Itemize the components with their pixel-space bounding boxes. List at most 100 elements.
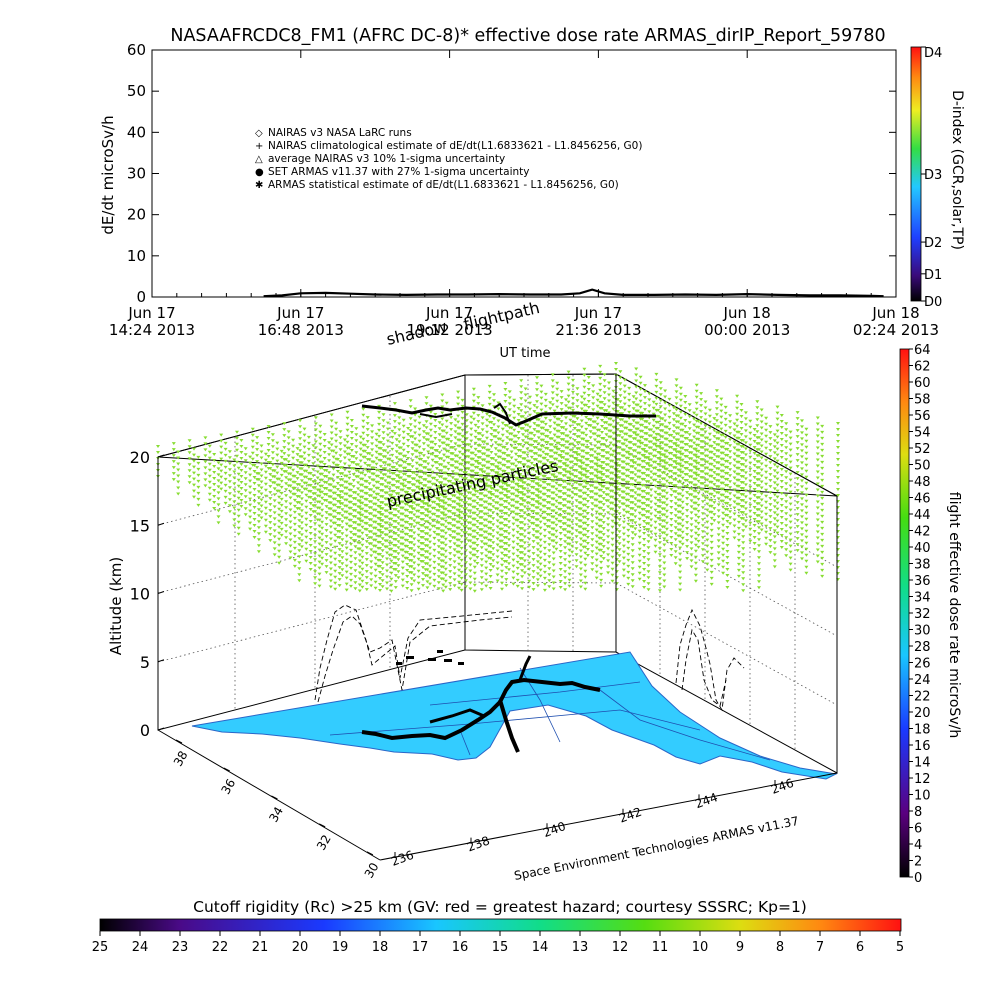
particle-marker [642, 526, 647, 529]
particle-marker [709, 552, 714, 556]
particle-marker [525, 489, 530, 493]
particle-marker [207, 486, 212, 490]
particle-marker [308, 526, 313, 529]
particle-marker [376, 534, 381, 538]
particle-marker [444, 455, 449, 459]
particle-marker [298, 419, 303, 423]
particle-marker [541, 504, 546, 508]
particle-marker [550, 385, 555, 389]
particle-marker [642, 538, 647, 541]
particle-marker [709, 576, 714, 580]
particle-marker [673, 556, 678, 560]
particle-marker [176, 480, 181, 484]
particle-marker [685, 491, 690, 495]
particle-marker [486, 526, 491, 530]
particle-marker [455, 532, 460, 536]
particle-marker [581, 515, 586, 519]
particle-marker [516, 419, 521, 422]
particle-marker [620, 472, 625, 476]
particle-marker [610, 519, 615, 523]
particle-marker [539, 432, 544, 436]
particle-marker [236, 478, 241, 482]
particle-marker [387, 493, 392, 497]
particle-marker [390, 495, 395, 499]
particle-marker [478, 486, 482, 490]
particle-marker [716, 515, 721, 519]
particle-marker [298, 461, 303, 465]
particle-marker [538, 574, 543, 578]
particle-marker [216, 479, 221, 483]
particle-marker [357, 583, 362, 587]
particle-marker [579, 437, 584, 441]
particle-marker [507, 532, 511, 536]
particle-marker [525, 471, 530, 475]
particle-marker [469, 481, 474, 485]
particle-marker [557, 471, 561, 475]
particle-marker [392, 432, 397, 436]
timeseries-x-tick-label-date: Jun 18 [871, 304, 919, 322]
particle-marker [466, 515, 471, 519]
particle-marker [437, 421, 442, 425]
particle-marker [500, 557, 504, 561]
particle-marker [584, 457, 589, 461]
particle-marker [588, 484, 593, 488]
particle-marker [277, 519, 282, 523]
particle-marker [286, 466, 291, 470]
particle-marker [600, 455, 604, 458]
particle-marker [543, 422, 548, 426]
particle-marker [621, 550, 626, 554]
particle-marker [367, 512, 372, 516]
particle-marker [532, 434, 537, 438]
particle-marker [216, 473, 221, 477]
particle-marker [353, 557, 358, 561]
particle-marker [329, 449, 334, 453]
particle-marker [223, 471, 228, 475]
particle-marker [462, 507, 467, 511]
particle-marker [443, 585, 448, 589]
particle-marker [671, 418, 676, 422]
particle-marker [548, 461, 553, 465]
particle-marker [364, 582, 369, 586]
particle-marker [574, 523, 579, 527]
particle-marker [365, 452, 370, 456]
particle-marker [685, 527, 690, 531]
particle-marker [542, 546, 547, 550]
particle-marker [207, 492, 212, 496]
particle-marker [203, 436, 208, 440]
particle-marker [509, 498, 514, 502]
particle-marker [412, 513, 417, 517]
particle-marker [617, 542, 622, 546]
particle-marker [480, 416, 485, 420]
particle-marker [263, 452, 268, 456]
particle-marker [428, 440, 433, 444]
particle-marker [646, 576, 651, 580]
particle-marker [575, 435, 580, 439]
particle-marker [421, 442, 426, 446]
particle-marker [448, 570, 453, 574]
particle-marker [357, 589, 362, 593]
particle-marker [328, 525, 333, 529]
particle-marker [500, 475, 505, 479]
particle-marker [344, 546, 349, 550]
particle-marker [360, 525, 365, 529]
particle-marker [505, 466, 510, 470]
particle-marker [412, 561, 417, 565]
particle-marker [521, 445, 525, 449]
particle-marker [389, 589, 394, 593]
particle-marker [656, 505, 661, 508]
particle-marker [581, 545, 586, 549]
particle-marker [342, 480, 347, 484]
particle-marker [620, 448, 625, 452]
particle-marker [712, 483, 717, 487]
particle-marker [732, 422, 737, 426]
particle-marker [277, 555, 282, 559]
particle-marker [509, 474, 514, 478]
particle-marker [410, 441, 415, 445]
particle-marker [255, 478, 260, 482]
particle-marker [468, 551, 473, 555]
particle-marker [581, 533, 586, 537]
particle-marker [433, 461, 438, 464]
particle-marker [617, 494, 622, 498]
particle-marker [572, 469, 577, 472]
particle-marker [633, 527, 638, 531]
